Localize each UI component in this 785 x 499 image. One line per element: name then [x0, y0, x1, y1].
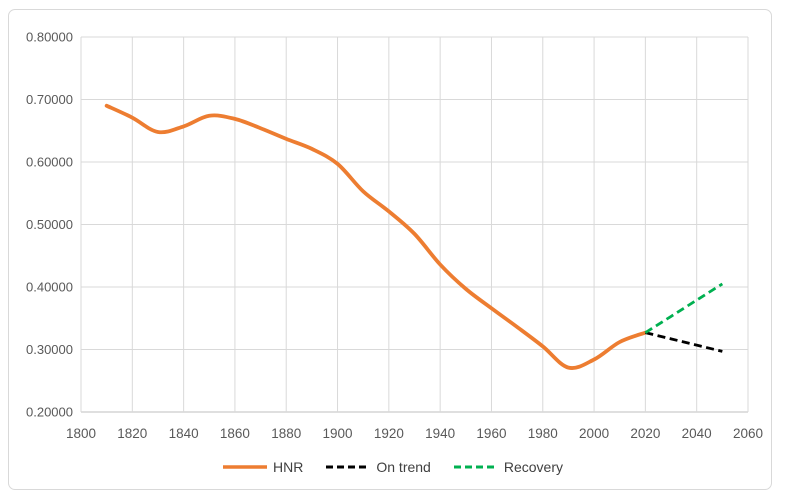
x-tick-label: 2040 [682, 426, 712, 441]
legend-swatch-on-trend [326, 465, 371, 469]
y-tick-label: 0.30000 [26, 342, 73, 357]
x-tick-label: 1920 [374, 426, 404, 441]
x-tick-label: 2000 [579, 426, 609, 441]
x-tick-label: 2020 [630, 426, 660, 441]
x-tick-label: 1940 [425, 426, 455, 441]
y-tick-label: 0.20000 [26, 405, 73, 420]
x-tick-label: 1880 [271, 426, 301, 441]
x-tick-label: 1820 [117, 426, 147, 441]
series-line-on-trend[interactable] [645, 331, 723, 353]
x-tick-label: 1860 [220, 426, 250, 441]
legend-item-recovery[interactable]: Recovery [453, 460, 563, 474]
legend-swatch-hnr [223, 465, 268, 469]
series-line-hnr[interactable] [104, 103, 648, 370]
x-tick-label: 2060 [733, 426, 763, 441]
legend-label-on-trend: On trend [376, 459, 431, 475]
legend: HNR On trend Recovery [0, 452, 785, 482]
y-tick-label: 0.70000 [26, 92, 73, 107]
x-tick-label: 1960 [476, 426, 506, 441]
x-tick-label: 1980 [528, 426, 558, 441]
x-tick-label: 1800 [66, 426, 96, 441]
y-tick-label: 0.80000 [26, 30, 73, 45]
y-tick-label: 0.40000 [26, 280, 73, 295]
legend-swatch-recovery [453, 465, 498, 469]
x-tick-label: 1900 [323, 426, 353, 441]
legend-item-on-trend[interactable]: On trend [325, 459, 431, 475]
legend-label-hnr: HNR [273, 459, 304, 475]
y-tick-label: 0.60000 [26, 155, 73, 170]
x-tick-label: 1840 [169, 426, 199, 441]
legend-label-recovery: Recovery [503, 459, 563, 475]
legend-item-hnr[interactable]: HNR [222, 460, 303, 474]
series-line-recovery[interactable] [644, 282, 724, 334]
y-tick-label: 0.50000 [26, 217, 73, 232]
